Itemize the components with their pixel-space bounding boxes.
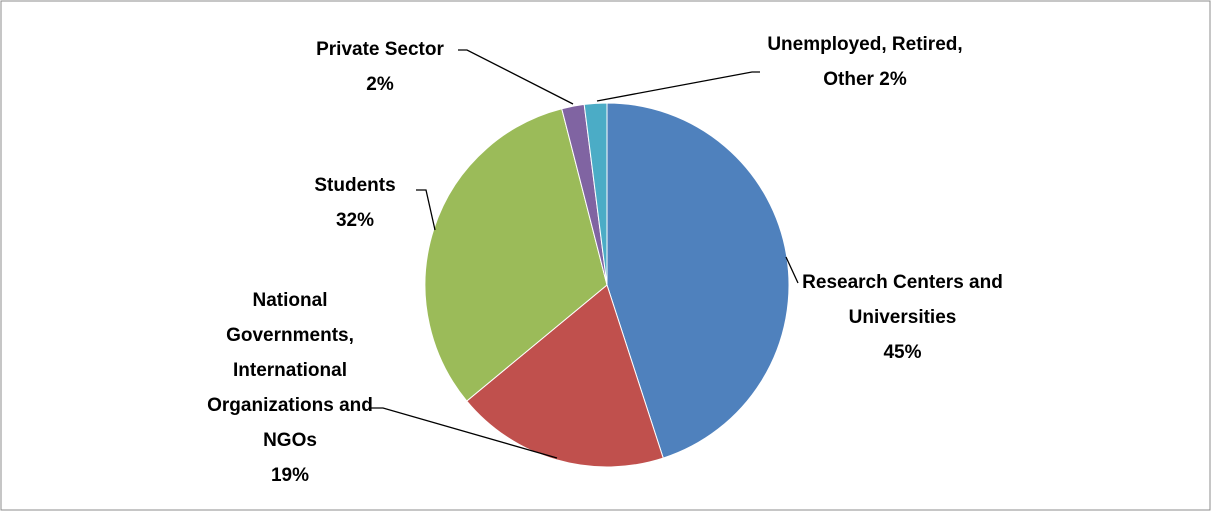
value-label: 45% [883,342,922,363]
category-name: Students [314,175,396,196]
value-label: 2% [366,74,394,95]
pie-slice [583,102,608,286]
leader-line [785,256,799,284]
leader-line [370,407,558,459]
pie-slice [466,284,664,468]
category-name: Research Centers and Universities [802,272,1003,328]
leader-line [458,49,574,105]
value-label: 19% [270,465,310,486]
slice-label: Students 32% [290,168,420,238]
value-label: 2% [879,69,907,90]
category-name: Unemployed, Retired, Other [767,34,963,90]
pie-slice [424,108,608,402]
leader-line [596,71,760,102]
pie-slice [606,102,790,459]
leader-line [416,189,436,231]
value-label: 32% [335,210,375,231]
category-name: Private Sector [316,39,444,60]
category-name: National Governments, International Orga… [207,290,373,451]
slice-label: Unemployed, Retired, Other 2% [755,27,975,97]
slice-label: Private Sector 2% [290,32,470,102]
slice-label: National Governments, International Orga… [190,283,390,493]
slice-label: Research Centers and Universities 45% [795,265,1010,370]
